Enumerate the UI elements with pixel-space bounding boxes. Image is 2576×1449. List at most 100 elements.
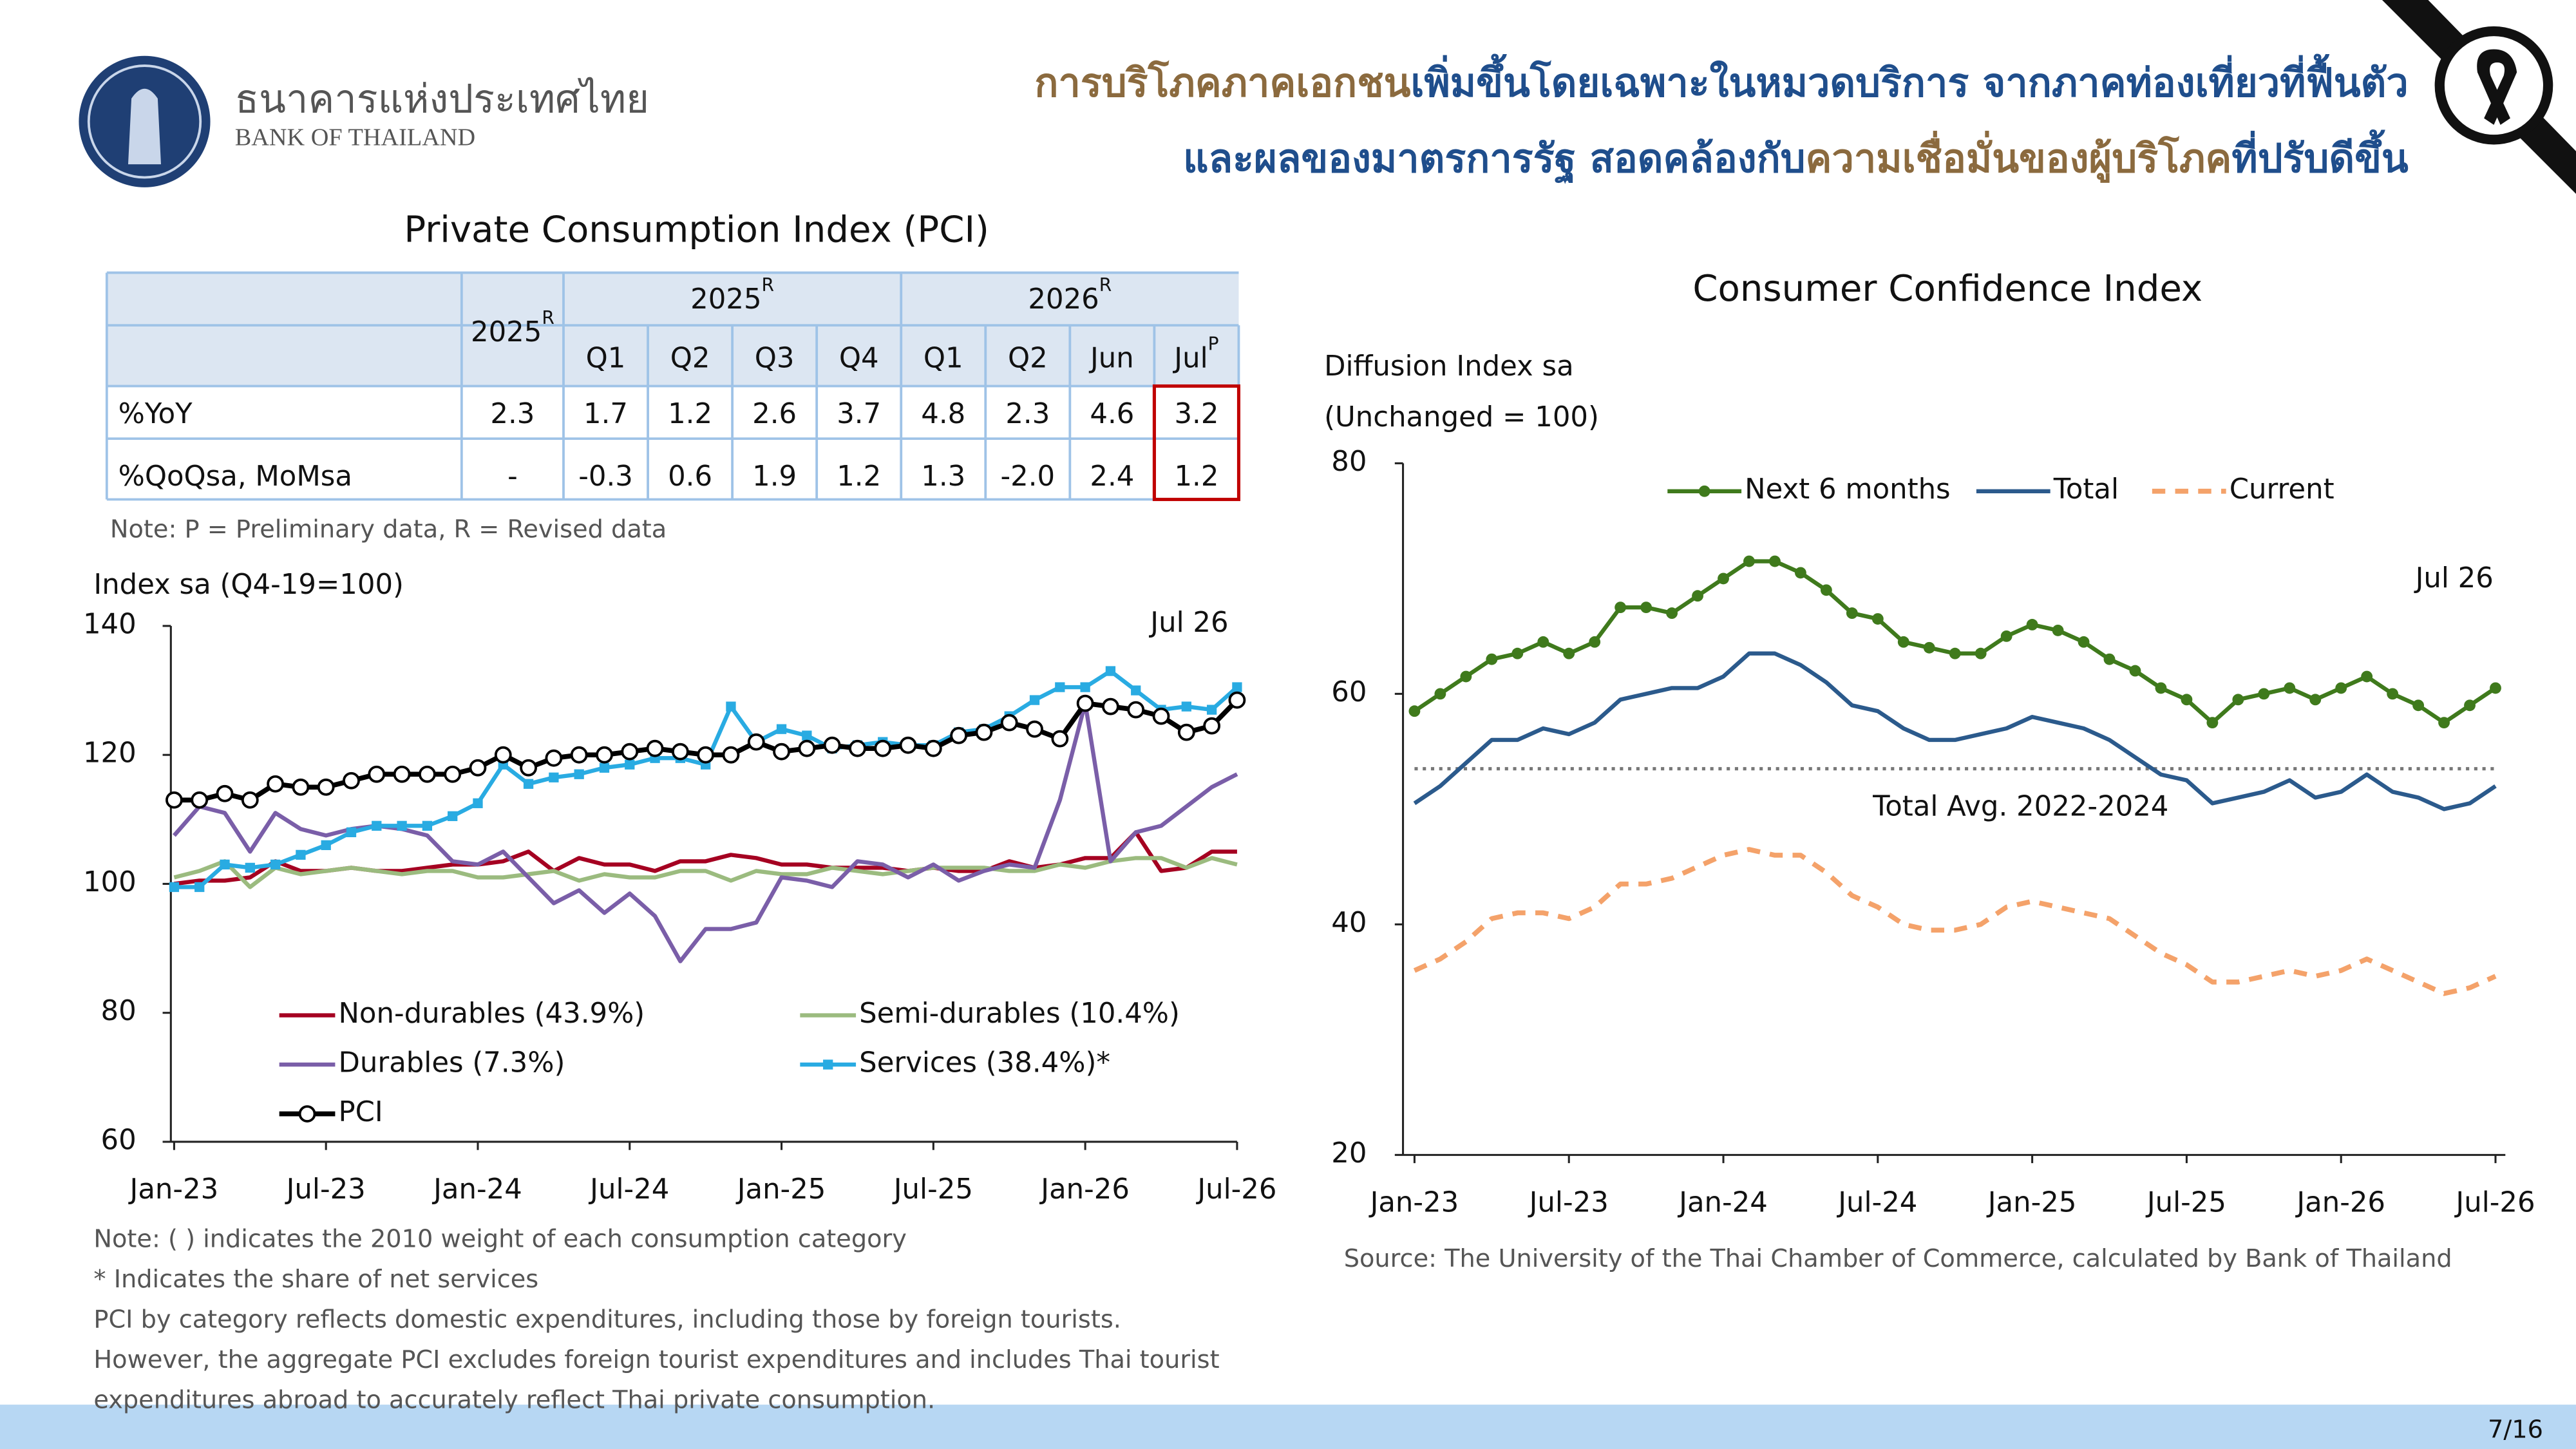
point-marker: [216, 784, 234, 802]
point-marker: [418, 765, 436, 783]
table-subheader: JulP: [1172, 334, 1218, 374]
point-marker: [1203, 717, 1221, 735]
point-marker: [776, 724, 787, 734]
table-subheader: Q1: [586, 342, 626, 374]
table-cell: 3.7: [837, 398, 881, 430]
x-tick-label: Jul-23: [285, 1173, 366, 1206]
chart-note: Note: ( ) indicates the 2010 weight of e…: [93, 1225, 906, 1254]
table-group-header-sup: R: [762, 274, 775, 296]
point-marker: [1051, 730, 1069, 748]
table-group-header-label: 2025: [690, 283, 761, 315]
reference-label: Total Avg. 2022-2024: [1872, 791, 2168, 823]
point-marker: [1029, 695, 1040, 705]
table-annual-header: 2025R: [471, 307, 554, 348]
point-marker: [747, 733, 765, 751]
x-tick-label: Jul-25: [2145, 1186, 2226, 1218]
point-marker: [1080, 682, 1090, 692]
point-marker: [849, 739, 866, 757]
x-tick-label: Jan-24: [431, 1173, 522, 1206]
x-tick-label: Jan-25: [735, 1173, 826, 1206]
table-cell: 2.3: [490, 398, 535, 430]
x-tick-label: Jul-24: [588, 1173, 669, 1206]
chart-source: Source: The University of the Thai Chamb…: [1344, 1244, 2452, 1273]
point-marker: [1975, 647, 1987, 659]
y-tick-label: 80: [1331, 446, 1367, 478]
title-segment: ความเชื่อมั่นของผู้บริโภค: [1806, 131, 2232, 183]
footer-bar: [0, 1405, 2576, 1449]
point-marker: [1181, 701, 1191, 712]
point-marker: [2361, 670, 2373, 683]
point-marker: [1511, 647, 1524, 659]
point-marker: [2000, 630, 2012, 642]
point-marker: [393, 765, 411, 783]
point-marker: [874, 739, 892, 757]
table-annual-header-label: 2025: [471, 316, 542, 348]
y-tick-label: 20: [1331, 1137, 1367, 1170]
table-group-header: 2025R: [690, 274, 774, 315]
point-marker: [2438, 717, 2450, 729]
point-marker: [1206, 705, 1217, 715]
point-marker: [975, 723, 993, 741]
table-highlight: [1152, 384, 1241, 502]
point-marker: [1743, 555, 1755, 567]
table-group-header-label: 2026: [1028, 283, 1099, 315]
point-marker: [2412, 699, 2425, 712]
table-title: Private Consumption Index (PCI): [404, 209, 989, 251]
table-subheader: Q4: [839, 342, 879, 374]
point-marker: [1076, 694, 1094, 712]
point-marker: [2078, 636, 2090, 648]
bank-name-thai: ธนาคารแห่งประเทศไทย: [235, 77, 649, 122]
ribbon: [2477, 49, 2517, 125]
point-marker: [241, 791, 259, 809]
point-marker: [422, 820, 433, 831]
table-cell: 3.2: [1174, 398, 1218, 430]
x-tick-label: Jan-23: [128, 1173, 219, 1206]
point-marker: [317, 778, 335, 796]
table-subheader: Q2: [670, 342, 710, 374]
point-marker: [2387, 688, 2399, 700]
point-marker: [1177, 723, 1195, 741]
table-subheader-label: Q3: [755, 342, 795, 374]
table-group-header: 2026R: [1028, 274, 1112, 315]
x-tick-label: Jan-24: [1677, 1186, 1768, 1218]
legend-label: Semi-durables (10.4%): [859, 998, 1180, 1030]
x-tick-label: Jan-25: [1986, 1186, 2077, 1218]
table-cell: -0.3: [578, 460, 633, 493]
table-cell: 1.3: [921, 460, 965, 493]
table-cell: 4.6: [1090, 398, 1134, 430]
point-marker: [823, 736, 841, 754]
point-marker: [802, 730, 812, 741]
point-marker: [1563, 647, 1575, 659]
point-marker: [1102, 697, 1119, 715]
table-subheader-label: Jun: [1088, 342, 1134, 374]
point-marker: [950, 726, 968, 744]
point-marker: [448, 811, 458, 821]
legend-label: Total: [2053, 473, 2119, 506]
point-marker: [1949, 647, 1961, 659]
point-marker: [1000, 714, 1018, 732]
annotation: Jul 26: [1148, 607, 1228, 639]
x-tick-label: Jul-24: [1836, 1186, 1917, 1218]
point-marker: [549, 772, 559, 782]
point-marker: [1692, 590, 1703, 602]
x-tick-label: Jan-26: [1039, 1173, 1130, 1206]
point-marker: [621, 743, 639, 761]
point-marker: [1666, 607, 1678, 620]
point-marker: [1846, 607, 1858, 620]
point-marker: [671, 743, 689, 761]
point-marker: [1769, 555, 1781, 567]
y-tick-label: 40: [1331, 907, 1367, 939]
point-marker: [1152, 707, 1170, 725]
legend-marker: [823, 1059, 833, 1070]
point-marker: [321, 840, 331, 851]
legend-marker: [298, 1105, 316, 1122]
point-marker: [2155, 682, 2167, 694]
table-subheader-label: Q2: [1008, 342, 1048, 374]
y-tick-label: 100: [83, 866, 137, 898]
point-marker: [473, 798, 483, 808]
point-marker: [646, 739, 664, 757]
point-marker: [596, 746, 613, 764]
table-subheader-label: Q1: [586, 342, 626, 374]
